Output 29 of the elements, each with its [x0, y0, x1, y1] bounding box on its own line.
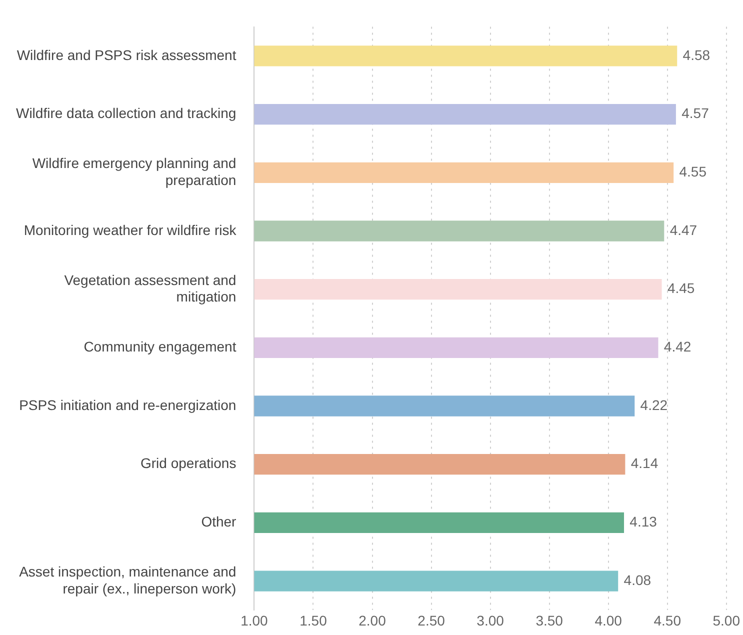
- x-tick-label: 3.00: [476, 612, 504, 628]
- y-tick-label: PSPS initiation and re-energization: [19, 396, 236, 413]
- x-tick-label: 5.00: [712, 612, 740, 628]
- y-tick-label: Grid operations: [140, 455, 236, 472]
- data-label: 4.14: [630, 455, 658, 472]
- y-tick-label: Wildfire data collection and tracking: [16, 105, 236, 122]
- data-label: 4.42: [664, 338, 692, 355]
- data-label: 4.57: [682, 105, 710, 122]
- x-tick-label: 4.50: [654, 612, 682, 628]
- y-tick-label: Wildfire and PSPS risk assessment: [16, 46, 236, 63]
- y-tick-label: Vegetation assessment and mitigation: [64, 272, 236, 305]
- x-tick-label: 4.00: [594, 612, 622, 628]
- x-tick-label: 2.50: [418, 612, 446, 628]
- y-tick-label: Monitoring weather for wildfire risk: [24, 222, 238, 238]
- y-tick-label: Other: [201, 514, 237, 530]
- data-label: 4.22: [640, 396, 668, 413]
- x-tick-label: 1.00: [240, 612, 268, 628]
- data-label: 4.55: [679, 164, 707, 180]
- data-label: 4.45: [667, 280, 695, 296]
- x-tick-label: 2.00: [358, 612, 386, 628]
- data-label: 4.58: [682, 46, 710, 63]
- x-tick-label: 3.50: [536, 612, 564, 628]
- x-tick-label: 1.50: [300, 612, 328, 628]
- y-tick-label: Wildfire emergency planning and preparation: [32, 155, 236, 188]
- y-tick-label: Asset inspection, maintenance and repair (ex., lineperson work): [19, 563, 236, 596]
- data-label: 4.13: [630, 514, 658, 530]
- data-label: 4.08: [624, 572, 652, 588]
- data-label: 4.47: [670, 222, 698, 238]
- y-tick-label: Community engagement: [84, 338, 236, 355]
